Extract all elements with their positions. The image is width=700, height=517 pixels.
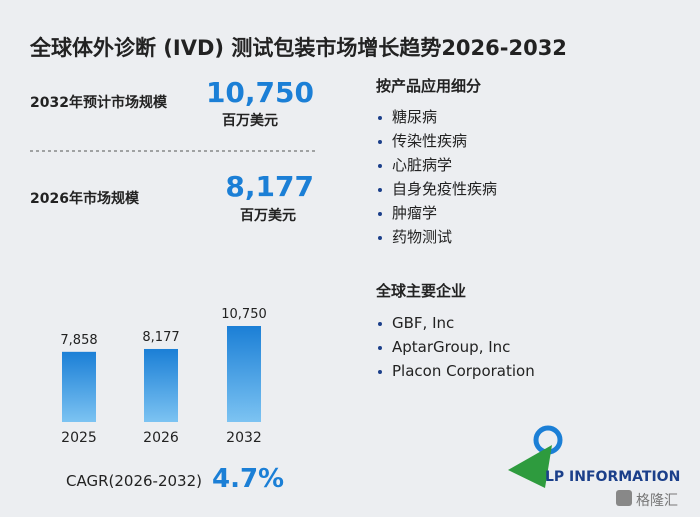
- cagr-label: CAGR(2026-2032): [66, 472, 202, 490]
- stat-value: 10,750: [205, 76, 314, 109]
- value-label: 8,177: [142, 330, 179, 345]
- bar: [144, 348, 178, 422]
- badge: 格隆汇: [636, 493, 678, 509]
- segments-list: 糖尿病 传染性疾病 心脏病学 自身免疫性疾病 肿瘤学 药物测试: [376, 105, 497, 249]
- companies-list: GBF, Inc AptarGroup, Inc Placon Corporatio…: [376, 311, 535, 383]
- badge-icon: [616, 490, 632, 506]
- title: 全球体外诊断 (IVD) 测试包装市场增长趋势2026-2032: [30, 36, 567, 60]
- segment-item: 自身免疫性疾病: [377, 177, 497, 201]
- logo-text: LP INFORMATION: [545, 469, 681, 485]
- stat-unit: 百万美元: [240, 208, 296, 224]
- x-tick-label: 2025: [61, 430, 97, 446]
- segment-item: 药物测试: [377, 225, 497, 249]
- x-tick-label: 2032: [226, 430, 262, 446]
- value-label: 7,858: [60, 333, 97, 348]
- stat-value: 8,177: [225, 170, 314, 203]
- stat-label: 2032年预计市场规模: [30, 95, 167, 111]
- company-item: AptarGroup, Inc: [378, 335, 535, 359]
- value-label: 10,750: [221, 307, 267, 322]
- company-item: Placon Corporation: [378, 359, 535, 383]
- x-tick-label: 2026: [143, 430, 179, 446]
- bar: [227, 326, 261, 422]
- stat-label: 2026年市场规模: [30, 191, 139, 207]
- segments-heading: 按产品应用细分: [376, 77, 482, 95]
- bar: [62, 351, 96, 422]
- stat-unit: 百万美元: [222, 113, 278, 129]
- company-item: GBF, Inc: [378, 311, 535, 335]
- cagr-value: 4.7%: [212, 464, 285, 494]
- segment-item: 肿瘤学: [377, 201, 497, 225]
- companies-heading: 全球主要企业: [376, 282, 467, 300]
- segment-item: 糖尿病: [377, 105, 497, 129]
- segment-item: 心脏病学: [377, 153, 497, 177]
- segment-item: 传染性疾病: [377, 129, 497, 153]
- logo-icon: [508, 425, 563, 488]
